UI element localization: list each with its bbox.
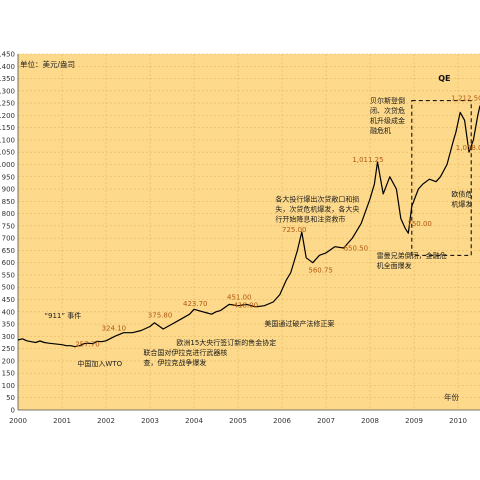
annotation-line: 融危机 <box>370 126 391 135</box>
qe-box <box>411 100 472 256</box>
annotation: 联合国对伊拉克进行武器核查，伊拉克战争爆发 <box>143 348 227 367</box>
annotation: 中国加入WTO <box>77 359 122 368</box>
y-tick-label: 450 <box>2 296 15 304</box>
y-tick-label: 850 <box>2 198 15 206</box>
value-label: 418.00 <box>234 301 259 309</box>
value-label: 257.70 <box>75 341 100 349</box>
annotations: “911” 事件中国加入WTO联合国对伊拉克进行武器核查，伊拉克战争爆发欧洲15… <box>44 74 472 368</box>
value-label: 423.70 <box>183 300 208 308</box>
x-axis-label: 年份 <box>444 392 459 402</box>
annotation-line: 机爆发 <box>451 199 472 208</box>
x-tick-label: 2009 <box>405 417 423 425</box>
y-tick-label: 1100 <box>0 136 15 144</box>
y-tick-label: 100 <box>2 382 15 390</box>
annotation: 欧洲15大央行签订新的售金协定 <box>176 338 276 347</box>
x-tick-label: 2007 <box>317 417 335 425</box>
annotation: 雷曼兄弟倒闭，金融危机全面爆发 <box>377 251 447 270</box>
y-tick-label: 950 <box>2 173 15 181</box>
value-label: 750.00 <box>407 220 432 228</box>
y-tick-label: 1150 <box>0 124 15 132</box>
y-tick-label: 350 <box>2 321 15 329</box>
y-tick-label: 200 <box>2 357 15 365</box>
annotation-line: 贝尔斯登倒 <box>370 96 405 105</box>
annotation-line: 联合国对伊拉克进行武器核 <box>143 348 227 357</box>
qe-box-rect <box>411 100 472 256</box>
value-label: 1,011.25 <box>352 156 383 164</box>
x-tick-label: 2004 <box>185 417 203 425</box>
x-tick-label: 2008 <box>361 417 379 425</box>
x-tick-label: 2005 <box>229 417 247 425</box>
gridlines <box>17 53 480 411</box>
annotation-line: 雷曼兄弟倒闭，金融危 <box>377 251 447 260</box>
y-tick-label: 150 <box>2 370 15 378</box>
annotation-line: 机升级成金 <box>370 116 405 125</box>
annotation-line: 闭、次贷危 <box>370 106 405 115</box>
annotation-line: 欧债危 <box>451 189 472 198</box>
annotation-line: 机全面爆发 <box>377 261 412 270</box>
x-tick-label: 2006 <box>273 417 291 425</box>
y-tick-label: 550 <box>2 271 15 279</box>
annotation: “911” 事件 <box>44 311 81 320</box>
y-tick-label: 250 <box>2 345 15 353</box>
y-tick-label: 750 <box>2 222 15 230</box>
x-tick-label: 2003 <box>141 417 159 425</box>
series-lines <box>17 105 480 348</box>
price-line <box>17 105 480 348</box>
unit-label: 单位：美元/盎司 <box>20 59 75 69</box>
y-tick-label: 50 <box>6 394 15 402</box>
annotation: 贝尔斯登倒闭、次贷危机升级成金融危机 <box>370 96 405 135</box>
annotation-line: 查，伊拉克战争爆发 <box>143 358 206 367</box>
y-tick-label: 500 <box>2 284 15 292</box>
value-label: 650.50 <box>344 244 369 252</box>
y-tick-label: 0 <box>11 407 15 415</box>
annotation-line: 欧洲15大央行签订新的售金协定 <box>176 338 276 347</box>
y-tick-label: 1000 <box>0 161 15 169</box>
annotation-line: 中国加入WTO <box>77 359 122 368</box>
x-tick-label: 2001 <box>53 417 71 425</box>
value-label: 725.00 <box>282 226 307 234</box>
annotation-line: 失，次贷危机爆发，各大央 <box>275 204 359 213</box>
x-tick-label: 2010 <box>449 417 467 425</box>
annotation-line: QE <box>438 74 450 83</box>
x-tick-label: 2002 <box>97 417 115 425</box>
y-tick-label: 700 <box>2 235 15 243</box>
annotation-line: “911” 事件 <box>44 311 81 320</box>
annotation: 欧债危机爆发 <box>451 189 472 208</box>
value-label: 375.80 <box>148 312 173 320</box>
y-tick-label: 1250 <box>0 100 15 108</box>
y-axis-ticks: 0 50 100 150 200 250 300 350 400 450 500 550 600 650 7… <box>0 51 15 415</box>
y-tick-label: 1050 <box>0 149 15 157</box>
y-tick-label: 800 <box>2 210 15 218</box>
value-label: 560.75 <box>308 266 333 274</box>
y-tick-label: 1350 <box>0 75 15 83</box>
annotation: 美国通过破产法修正案 <box>264 319 334 328</box>
plot-area <box>18 54 480 410</box>
value-label: 1,212.50 <box>451 95 480 103</box>
x-tick-label: 2000 <box>9 417 27 425</box>
y-tick-label: 1400 <box>0 63 15 71</box>
y-tick-label: 1300 <box>0 87 15 95</box>
y-tick-label: 1450 <box>0 51 15 59</box>
annotation-line: 各大投行爆出次贷敞口和损 <box>275 194 359 203</box>
annotation: 各大投行爆出次贷敞口和损失，次贷危机爆发，各大央行开始降息和注资救市 <box>275 194 359 223</box>
value-label: 1,058.00 <box>456 144 480 152</box>
annotation-line: 美国通过破产法修正案 <box>264 319 334 328</box>
x-axis-ticks: 2000 2001 2002 2003 2004 2005 2006 2007 2008 2009… <box>9 417 467 425</box>
y-tick-label: 650 <box>2 247 15 255</box>
annotation: QE <box>438 74 450 83</box>
annotation-line: 行开始降息和注资救市 <box>275 214 345 223</box>
y-tick-label: 900 <box>2 186 15 194</box>
y-tick-label: 400 <box>2 308 15 316</box>
y-tick-label: 300 <box>2 333 15 341</box>
y-tick-label: 600 <box>2 259 15 267</box>
value-label: 324.10 <box>102 324 127 332</box>
value-label: 451.00 <box>227 293 252 301</box>
